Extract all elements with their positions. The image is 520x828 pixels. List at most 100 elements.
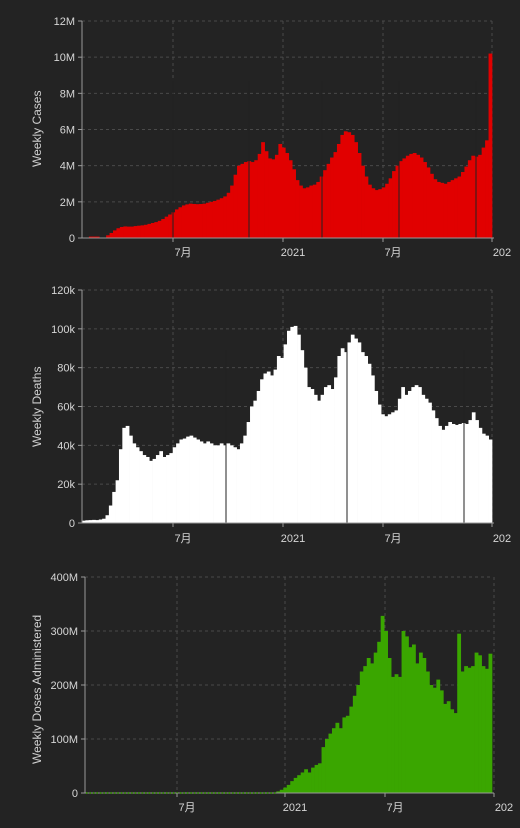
bar <box>293 777 298 793</box>
bar <box>256 390 261 523</box>
zero-marker <box>169 792 172 794</box>
bar <box>243 162 248 238</box>
zero-marker <box>113 792 116 794</box>
bar <box>276 356 281 523</box>
bar <box>135 447 140 523</box>
bar <box>485 140 489 238</box>
zero-marker <box>259 792 262 794</box>
bar <box>285 153 290 238</box>
bar <box>188 203 193 238</box>
bar <box>450 709 455 793</box>
bar <box>481 666 486 793</box>
y-tick-label: 0 <box>72 788 78 800</box>
bar <box>398 161 403 238</box>
bar <box>325 739 329 793</box>
weekly-doses-chart: 0 100M 200M 300M 400M 7月 2021 7月 202 <box>50 572 513 814</box>
bar <box>337 356 342 523</box>
bar <box>290 326 295 523</box>
bar <box>295 180 300 238</box>
bar <box>441 429 446 523</box>
bar <box>411 387 416 523</box>
y-tick-label: 120k <box>51 285 75 297</box>
bar <box>229 445 234 523</box>
bar <box>361 165 365 238</box>
zero-marker <box>249 792 252 794</box>
bar <box>264 151 269 238</box>
bar <box>404 394 409 523</box>
bar <box>106 235 110 238</box>
bar <box>367 184 372 238</box>
bar <box>478 655 482 793</box>
bar <box>344 352 348 523</box>
bar <box>436 181 441 238</box>
zero-marker <box>117 792 119 794</box>
bar <box>432 687 437 793</box>
bar <box>206 202 210 238</box>
bar <box>327 385 332 523</box>
x-tick-label: 2021 <box>281 247 305 259</box>
bar <box>172 447 177 523</box>
y-tick-label: 300M <box>50 626 78 638</box>
zero-marker <box>263 792 266 794</box>
zero-marker <box>221 792 224 794</box>
bar <box>178 207 183 238</box>
y-tick-label: 8M <box>60 88 75 100</box>
bar <box>485 668 489 793</box>
bar <box>380 615 385 793</box>
bar <box>317 400 321 523</box>
bar <box>316 181 321 238</box>
bar <box>300 772 305 793</box>
zero-marker <box>200 792 203 794</box>
bar <box>318 763 322 793</box>
bar <box>374 390 379 523</box>
bar <box>475 420 479 523</box>
bar <box>185 204 190 238</box>
bar <box>278 143 283 238</box>
bar <box>356 685 361 793</box>
zero-marker <box>92 792 95 794</box>
bar <box>261 142 265 238</box>
zero-marker <box>197 792 199 794</box>
bar <box>428 402 432 523</box>
zero-marker <box>266 792 269 794</box>
bar <box>161 219 166 238</box>
bar <box>440 182 445 238</box>
bar <box>175 209 179 238</box>
bar <box>236 449 241 523</box>
bar <box>448 422 453 523</box>
bar <box>240 163 245 238</box>
zero-marker <box>172 792 175 794</box>
bar <box>112 491 116 523</box>
bar <box>394 410 399 523</box>
zero-marker <box>89 792 92 794</box>
bar <box>257 153 262 238</box>
zero-marker <box>138 792 140 794</box>
bar <box>377 404 382 523</box>
bar <box>333 152 338 238</box>
bar <box>169 453 174 523</box>
bar <box>354 338 358 523</box>
bar <box>488 653 493 793</box>
bar <box>377 641 382 793</box>
bar <box>367 363 372 523</box>
bar <box>82 520 86 523</box>
y-tick-label: 20k <box>57 479 75 491</box>
bar <box>336 143 341 238</box>
bar <box>130 226 135 238</box>
bar <box>385 183 389 238</box>
bar <box>349 706 354 793</box>
bar <box>145 456 150 523</box>
bar <box>384 631 388 793</box>
x-tick-label: 202 <box>493 247 511 259</box>
bar <box>439 690 444 793</box>
bar <box>250 162 255 238</box>
bar <box>391 676 395 793</box>
bar <box>424 398 429 523</box>
bar <box>474 156 479 239</box>
bar <box>363 666 368 793</box>
bar <box>465 423 469 523</box>
zero-marker <box>151 792 154 794</box>
bar <box>300 350 305 523</box>
bar <box>328 733 333 793</box>
bar <box>230 185 234 238</box>
